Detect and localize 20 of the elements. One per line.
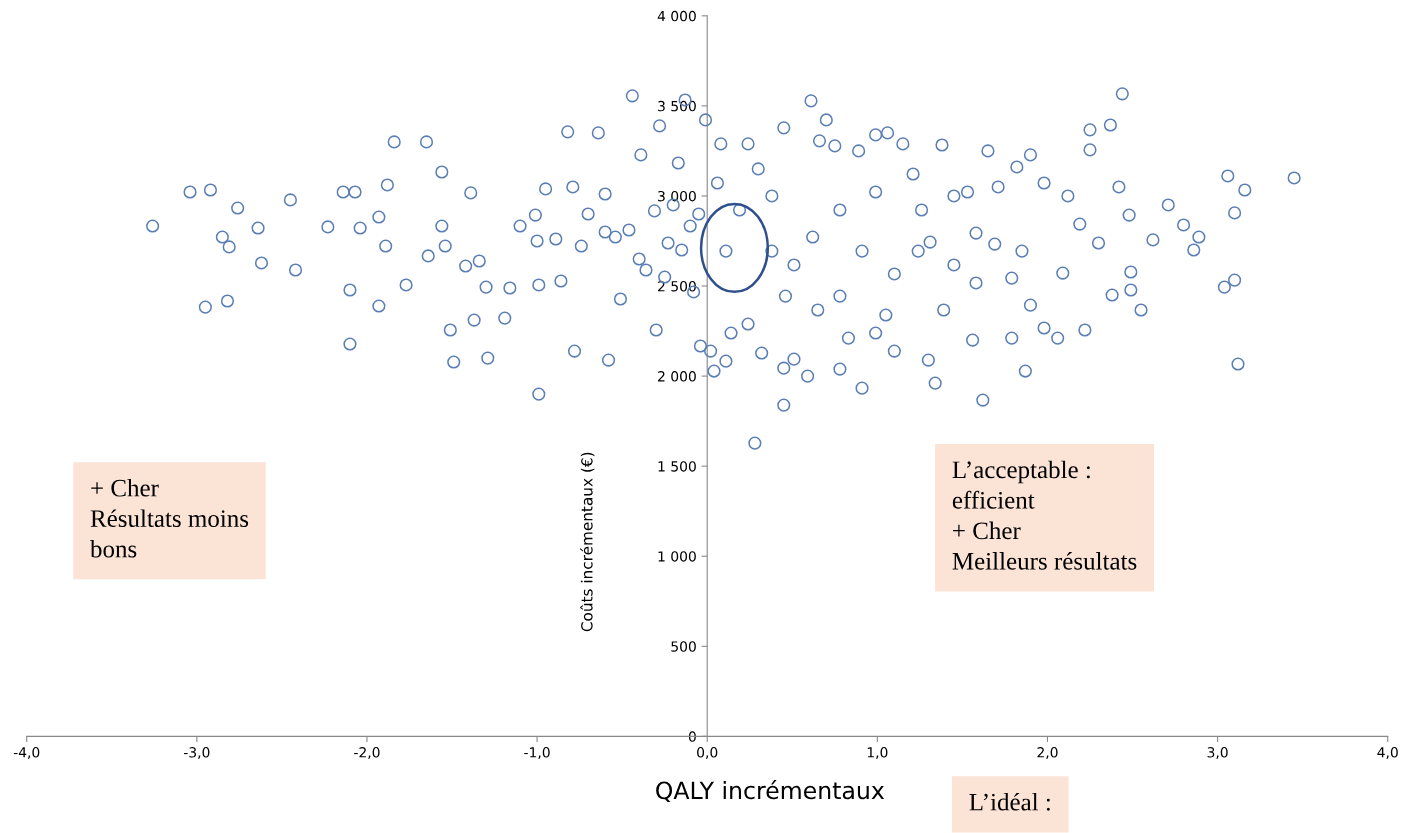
annotation: L’acceptable : efficient + Cher Meilleurs résultats: [952, 460, 1137, 570]
x-tick-label: 0,0: [697, 747, 718, 759]
x-tick-label: -1,0: [524, 747, 550, 759]
y-tick-label: 3 000: [658, 190, 696, 202]
x-tick-label: 4,0: [1377, 747, 1398, 759]
y-tick-label: 500: [671, 641, 696, 652]
annotation: + Cher Résultats moins bons: [89, 478, 249, 558]
y-tick-label: 1 500: [658, 461, 696, 472]
y-axis-title: Coûts incrémentaux (€): [580, 452, 595, 632]
x-tick-label: 3,0: [1207, 747, 1228, 759]
x-tick-label: -4,0: [13, 747, 40, 759]
y-tick-label: 4 000: [657, 10, 696, 22]
text: L’idéal :: [969, 792, 1050, 811]
y-tick-label: 1 000: [658, 551, 696, 562]
x-tick-label: 2,0: [1037, 747, 1058, 759]
x-tick-label: -2,0: [354, 747, 380, 759]
x-axis-title: QALY incrémentaux: [656, 780, 885, 803]
y-tick-label: 2 000: [658, 371, 696, 382]
x-tick-label: 1,0: [867, 747, 888, 759]
x-tick-label: -3,0: [183, 747, 210, 759]
